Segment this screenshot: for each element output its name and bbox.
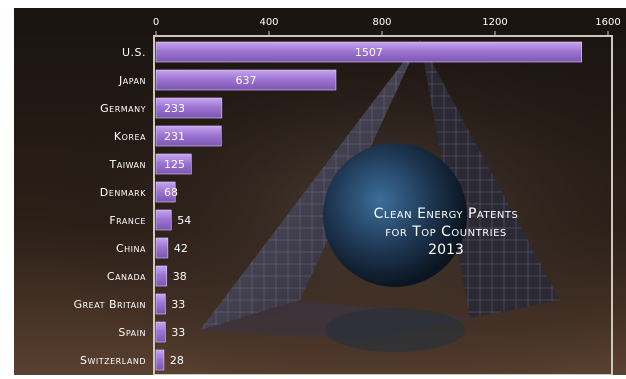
bar-value-label: 28 [170, 354, 184, 367]
y-category-label: Japan [118, 74, 146, 87]
bar [155, 69, 337, 91]
x-axis: 0 400 800 1200 1600 [153, 17, 621, 36]
bar-value-label: 231 [164, 130, 185, 143]
y-category-label: Taiwan [109, 158, 146, 171]
bar-value-label: 33 [171, 298, 185, 311]
x-tick-label: 1200 [482, 17, 507, 28]
bar-value-label: 33 [171, 326, 185, 339]
y-category-label: Denmark [100, 186, 146, 199]
y-category-label: China [116, 242, 146, 255]
bar [155, 153, 192, 175]
bar-value-label: 1507 [355, 46, 383, 59]
bar [155, 349, 165, 371]
chart-title-line-1: Clean Energy Patents [374, 206, 519, 222]
bar [155, 293, 166, 315]
y-category-label: Germany [100, 102, 146, 115]
bar [155, 321, 166, 343]
bar [155, 265, 168, 287]
y-category-label: Korea [114, 130, 146, 143]
bar-series [155, 41, 583, 371]
bar-value-label: 38 [173, 270, 187, 283]
bar-value-label: 637 [235, 74, 256, 87]
chart-title: Clean Energy Patents for Top Countries 2… [374, 206, 519, 258]
x-tick-label: 1600 [595, 17, 620, 28]
globe-reflection [325, 308, 465, 352]
bar-value-label: 233 [164, 102, 185, 115]
y-axis: U.S. Japan Germany Korea Taiwan Denmark France… [74, 46, 146, 367]
x-tick-label: 0 [153, 17, 159, 28]
bar [155, 125, 222, 147]
y-category-label: Canada [107, 270, 146, 283]
y-category-label: Great Britain [74, 298, 146, 311]
bar [155, 97, 223, 119]
bar [155, 209, 172, 231]
x-tick-label: 800 [372, 17, 391, 28]
bar-value-label: 54 [177, 214, 191, 227]
data-labels: 1507 637 233 231 125 68 54 42 38 33 33 28 [164, 46, 383, 367]
bar-value-label: 42 [174, 242, 188, 255]
bar-value-label: 125 [164, 158, 185, 171]
bar [155, 237, 169, 259]
globe-icon [323, 143, 467, 287]
chart-title-line-2: for Top Countries [385, 224, 507, 240]
y-category-label: U.S. [122, 46, 146, 59]
y-category-label: Switzerland [80, 354, 146, 367]
x-tick-label: 400 [259, 17, 278, 28]
bar-value-label: 68 [164, 186, 178, 199]
chart-title-line-3: 2013 [428, 242, 464, 258]
y-category-label: Spain [118, 326, 146, 339]
bar [155, 181, 176, 203]
bar [155, 41, 583, 63]
y-category-label: France [109, 214, 146, 227]
